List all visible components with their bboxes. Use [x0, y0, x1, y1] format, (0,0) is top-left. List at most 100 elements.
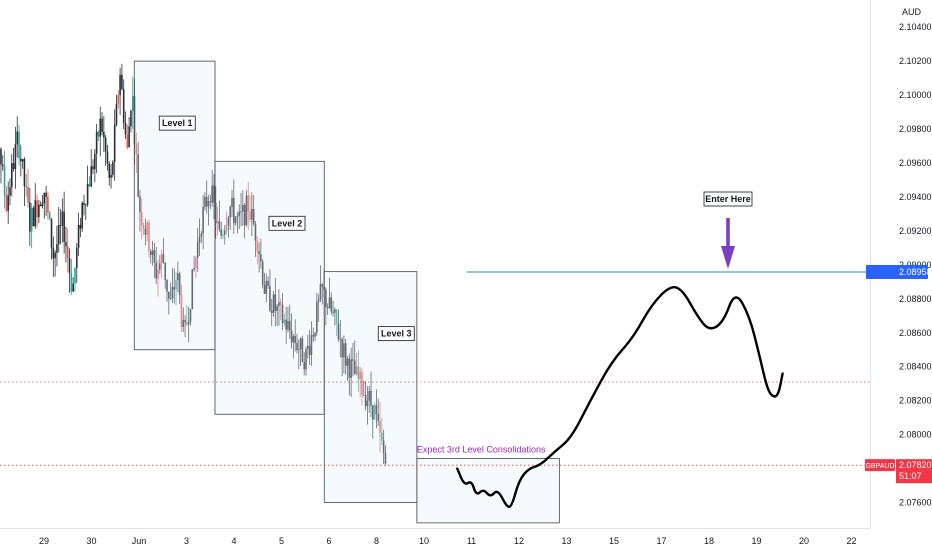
candle-body: [30, 207, 33, 232]
level-label-3: Level 3: [381, 329, 412, 339]
y-tick-label: 2.10200: [899, 56, 932, 66]
candle-body: [242, 204, 244, 212]
candle-body: [375, 404, 378, 415]
x-tick-label: 15: [609, 536, 619, 546]
currency-label: AUD: [902, 7, 922, 17]
candle-body: [5, 195, 8, 211]
forecast-layer: [456, 286, 784, 509]
x-axis[interactable]: 82930Jun3456810111213151718192022: [0, 528, 870, 547]
candle-body: [231, 198, 233, 207]
candle-body: [321, 284, 324, 287]
x-tick-label: 12: [514, 536, 524, 546]
candle-body: [234, 217, 237, 224]
candle-body: [308, 345, 311, 355]
candle-body: [182, 320, 185, 328]
candle-body: [317, 299, 320, 302]
y-tick-label: 2.09000: [899, 260, 932, 270]
candle-body: [274, 294, 277, 311]
candle-body: [294, 336, 296, 343]
candle-body: [357, 366, 360, 379]
price-lines-layer: [0, 271, 870, 466]
candle-body: [373, 404, 376, 420]
candle-body: [189, 309, 192, 322]
candle-body: [191, 269, 194, 310]
candle-body: [124, 123, 127, 135]
candle-body: [130, 111, 132, 127]
candle-body: [66, 246, 69, 258]
candle-body: [160, 253, 163, 264]
annotations-layer: Expect 3rd Level Consolidations Enter Her…: [417, 191, 753, 454]
candle-body: [50, 218, 53, 248]
level-box-3: [323, 271, 418, 503]
down-arrow-icon: [721, 246, 735, 269]
candle-body: [285, 319, 287, 330]
candle-body: [85, 204, 87, 206]
x-tick-label: 22: [846, 536, 856, 546]
y-tick-label: 2.10000: [899, 90, 932, 100]
candle-body: [168, 291, 170, 299]
candle-body: [252, 208, 255, 224]
candle-body: [41, 203, 44, 207]
candle-body: [77, 224, 80, 248]
candle-body: [103, 132, 105, 138]
candle-body: [57, 224, 60, 245]
candle-body: [153, 250, 156, 263]
candle-body: [258, 251, 260, 255]
candle-body: [245, 195, 248, 226]
candle-body: [9, 187, 11, 196]
y-axis[interactable]: AUD 2.10400 2.10200 2.10000 2.09800 2.09600 2.…: [865, 0, 932, 528]
candle-body: [7, 195, 9, 211]
candle-body: [106, 151, 109, 164]
candle-body: [362, 394, 365, 396]
candle-body: [292, 336, 295, 343]
y-tick-label: 2.08800: [899, 294, 932, 304]
candle-body: [39, 204, 42, 207]
candle-body: [334, 309, 336, 313]
candle-body: [14, 144, 17, 170]
candle-body: [97, 131, 100, 137]
candle-body: [256, 240, 259, 252]
candle-body: [272, 294, 275, 313]
candle-body: [371, 405, 374, 420]
candle-body: [328, 297, 331, 309]
candle-body: [162, 253, 165, 263]
candle-body: [205, 196, 208, 207]
arrow-shaft: [726, 218, 730, 250]
candle-body: [227, 217, 230, 226]
candle-body: [146, 222, 148, 235]
candle-body: [314, 332, 316, 337]
candle-body: [68, 257, 71, 273]
candle-body: [92, 166, 94, 170]
candle-body: [249, 211, 251, 220]
candle-body: [122, 89, 125, 124]
candle-body: [1, 164, 4, 167]
candle-body: [137, 154, 139, 197]
candle-body: [10, 163, 13, 188]
candle-body: [175, 280, 177, 290]
x-tick-label: 17: [656, 536, 666, 546]
candle-body: [265, 280, 268, 294]
candle-body: [142, 224, 145, 229]
candle-body: [220, 229, 222, 236]
candle-body: [128, 126, 130, 148]
candle-body: [332, 311, 334, 313]
candle-body: [319, 284, 322, 300]
candle-body: [148, 222, 150, 252]
candle-body: [108, 163, 111, 178]
candle-body: [178, 273, 181, 296]
candle-body: [377, 414, 380, 421]
candle-body: [229, 206, 231, 218]
candle-body: [21, 159, 24, 162]
y-tick-label: 2.07600: [899, 498, 932, 508]
y-tick-label: 2.08600: [899, 328, 932, 338]
candle-body: [204, 196, 206, 207]
x-tick-label: 10: [419, 536, 429, 546]
forecast-path: [456, 286, 784, 509]
candle-body: [3, 166, 6, 196]
candle-body: [177, 273, 179, 281]
candle-body: [207, 201, 210, 207]
level-label-box: [377, 326, 415, 342]
candle-body: [47, 196, 49, 213]
entry-price-tag-label: 2.08958: [899, 267, 932, 277]
candle-body: [296, 342, 298, 351]
